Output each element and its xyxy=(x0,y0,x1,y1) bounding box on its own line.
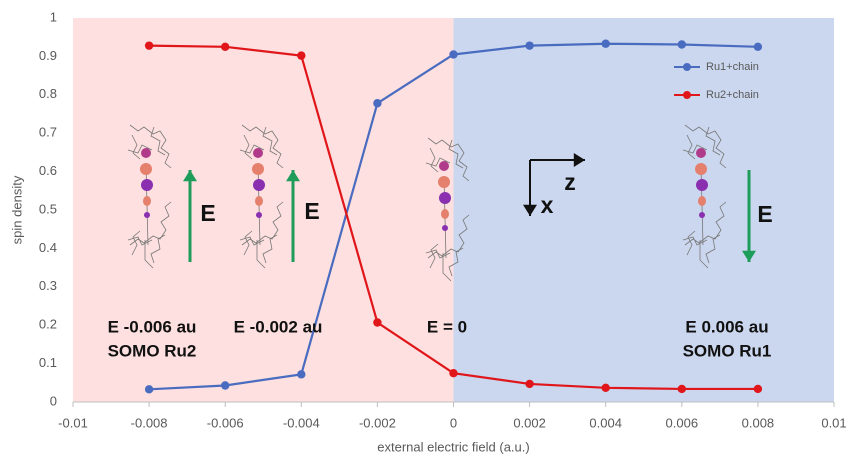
data-point xyxy=(678,385,686,393)
y-axis-label: spin density xyxy=(9,175,24,244)
x-tick-label: 0.002 xyxy=(513,415,546,430)
x-tick-label: -0.01 xyxy=(58,415,88,430)
y-tick-label: 1 xyxy=(50,9,57,24)
y-tick-label: 0 xyxy=(50,393,57,408)
data-point xyxy=(221,43,229,51)
y-tick-label: 0.1 xyxy=(39,355,57,370)
data-point xyxy=(221,381,229,389)
y-tick-label: 0.7 xyxy=(39,125,57,140)
x-tick-label: 0.006 xyxy=(666,415,699,430)
annotation: E 0.006 au xyxy=(685,317,768,336)
annotation: SOMO Ru2 xyxy=(108,341,197,360)
y-tick-label: 0.8 xyxy=(39,86,57,101)
x-tick-label: -0.008 xyxy=(131,415,168,430)
annotation: E -0.002 au xyxy=(234,317,323,336)
x-tick-label: 0.01 xyxy=(821,415,846,430)
data-point xyxy=(754,385,762,393)
x-tick-label: 0 xyxy=(450,415,457,430)
annotation: x xyxy=(541,192,554,218)
data-point xyxy=(602,384,610,392)
shaded-region xyxy=(454,18,835,402)
data-point xyxy=(373,99,381,107)
y-tick-label: 0.9 xyxy=(39,48,57,63)
annotation: E -0.006 au xyxy=(108,317,197,336)
data-point xyxy=(525,41,533,49)
data-point xyxy=(373,318,381,326)
data-point xyxy=(297,51,305,59)
y-tick-label: 0.4 xyxy=(39,240,57,255)
legend-marker xyxy=(683,63,691,71)
x-tick-label: -0.006 xyxy=(207,415,244,430)
annotation: E xyxy=(200,200,215,226)
x-tick-label: -0.002 xyxy=(359,415,396,430)
data-point xyxy=(145,41,153,49)
y-tick-label: 0.6 xyxy=(39,163,57,178)
annotation: SOMO Ru1 xyxy=(683,341,772,360)
x-tick-label: 0.008 xyxy=(742,415,775,430)
x-tick-label: 0.004 xyxy=(589,415,622,430)
data-point xyxy=(297,370,305,378)
data-point xyxy=(678,40,686,48)
y-tick-label: 0.5 xyxy=(39,201,57,216)
legend-marker xyxy=(683,91,691,99)
legend-label: Ru1+chain xyxy=(706,61,759,73)
y-tick-label: 0.3 xyxy=(39,278,57,293)
data-point xyxy=(754,43,762,51)
legend-label: Ru2+chain xyxy=(706,89,759,101)
data-point xyxy=(145,385,153,393)
data-point xyxy=(602,40,610,48)
data-point xyxy=(449,50,457,58)
y-tick-label: 0.2 xyxy=(39,317,57,332)
chart: 0 0.1 0.2 0.3 0.4 0.5 0.6 0.7 0.8 0.9 1 -0.01 -0.008… xyxy=(0,0,850,460)
data-point xyxy=(525,380,533,388)
annotation: E xyxy=(757,201,772,227)
annotation: z xyxy=(564,169,576,195)
annotation: E = 0 xyxy=(427,317,467,336)
x-tick-label: -0.004 xyxy=(283,415,320,430)
x-axis-label: external electric field (a.u.) xyxy=(377,439,529,454)
annotation: E xyxy=(304,198,319,224)
data-point xyxy=(449,369,457,377)
